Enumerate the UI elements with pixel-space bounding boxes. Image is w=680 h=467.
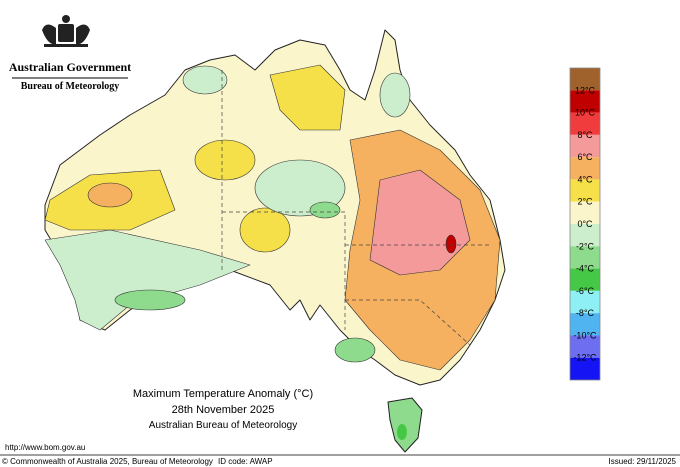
footer-url: http://www.bom.gov.au (5, 443, 85, 452)
footer-copyright: © Commonwealth of Australia 2025, Bureau… (2, 457, 213, 466)
coat-of-arms (42, 15, 90, 47)
legend-swatch (570, 246, 600, 269)
cool-north (182, 65, 228, 95)
warm-west-core (87, 182, 133, 208)
legend-swatch (570, 201, 600, 224)
legend-label: -10°C (573, 330, 597, 340)
legend-label: 12°C (575, 85, 596, 95)
hot-spot (445, 234, 457, 254)
cool-centre-core (309, 201, 341, 219)
warm-centre (194, 139, 256, 181)
legend-label: -12°C (573, 353, 597, 363)
legend-label: 6°C (577, 152, 593, 162)
legend-label: 8°C (577, 130, 593, 140)
legend-swatch (570, 313, 600, 336)
legend-frame (569, 67, 601, 381)
footer-id: ID code: AWAP (218, 457, 273, 466)
map-source: Australian Bureau of Meteorology (149, 420, 297, 431)
legend-swatch (570, 157, 600, 180)
hot-east (369, 169, 471, 276)
legend-label: 0°C (577, 219, 593, 229)
legend-label: 2°C (577, 197, 593, 207)
legend-label: -6°C (576, 286, 595, 296)
cool-south-core (114, 289, 186, 311)
legend-swatch (570, 268, 600, 291)
map-title: Maximum Temperature Anomaly (°C) (133, 388, 313, 400)
legend-swatch (570, 68, 600, 91)
legend-label: 4°C (577, 174, 593, 184)
legend-label: -4°C (576, 264, 595, 274)
tasmania-core (397, 424, 407, 440)
warm-centre-south (239, 207, 291, 253)
map-date: 28th November 2025 (172, 404, 275, 416)
legend-label: -2°C (576, 241, 595, 251)
agency-name: Bureau of Meteorology (21, 81, 120, 92)
legend-label: 10°C (575, 108, 596, 118)
legend-swatch (570, 179, 600, 202)
cool-cape (379, 72, 411, 118)
legend-swatch (570, 134, 600, 158)
legend-swatch (570, 224, 600, 247)
legend-swatch (570, 290, 600, 314)
legend-swatch (570, 90, 600, 113)
government-name: Australian Government (9, 60, 131, 74)
tasmania (387, 397, 423, 453)
legend-swatch (570, 112, 600, 135)
legend-label: -8°C (576, 308, 595, 318)
australia-map (44, 29, 506, 453)
footer-issued: Issued: 29/11/2025 (609, 457, 677, 466)
legend-swatch (570, 335, 600, 358)
warm-north (269, 64, 346, 131)
legend: 12°C 10°C 8°C 6°C 4°C 2°C 0°C -2°C -4°C -6°C -8°C -… (569, 67, 601, 381)
state-borders (221, 70, 490, 346)
cool-southeast (334, 337, 376, 363)
legend-swatch (570, 357, 600, 380)
